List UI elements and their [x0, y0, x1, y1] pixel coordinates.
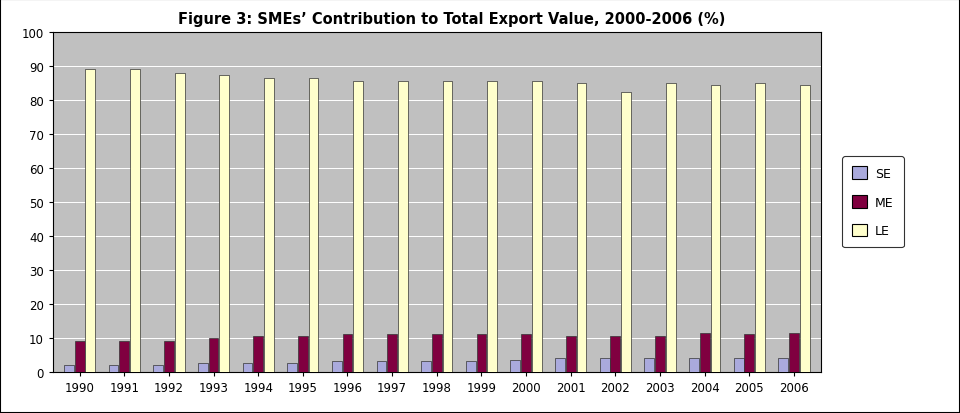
Bar	[198, 363, 207, 372]
Bar	[108, 365, 118, 372]
Bar	[130, 70, 140, 372]
Bar	[621, 93, 631, 372]
Bar	[511, 360, 520, 372]
Text: Figure 3: SMEs’ Contribution to Total Export Value, 2000-2006 (%): Figure 3: SMEs’ Contribution to Total Ex…	[178, 12, 725, 27]
Bar	[432, 335, 442, 372]
Bar	[64, 365, 74, 372]
Bar	[756, 84, 765, 372]
Bar	[555, 358, 564, 372]
Bar	[800, 85, 809, 372]
Bar	[789, 333, 799, 372]
Bar	[243, 363, 252, 372]
Bar	[655, 336, 665, 372]
Bar	[398, 82, 408, 372]
Bar	[309, 79, 319, 372]
Bar	[666, 84, 676, 372]
Bar	[353, 82, 363, 372]
Bar	[253, 336, 263, 372]
Bar	[488, 82, 497, 372]
Bar	[744, 335, 755, 372]
Bar	[466, 361, 475, 372]
Bar	[264, 79, 274, 372]
Bar	[287, 363, 297, 372]
Bar	[387, 335, 397, 372]
Bar	[733, 358, 744, 372]
Bar	[644, 358, 655, 372]
Bar	[521, 335, 531, 372]
Bar	[443, 82, 452, 372]
Bar	[689, 358, 699, 372]
Legend: SE, ME, LE: SE, ME, LE	[843, 157, 903, 248]
Bar	[565, 336, 576, 372]
Bar	[779, 358, 788, 372]
Bar	[476, 335, 487, 372]
Bar	[343, 335, 352, 372]
Bar	[154, 365, 163, 372]
Bar	[164, 341, 174, 372]
Bar	[85, 70, 95, 372]
Bar	[119, 341, 130, 372]
Bar	[600, 358, 610, 372]
Bar	[332, 361, 342, 372]
Bar	[700, 333, 709, 372]
Bar	[577, 84, 587, 372]
Bar	[532, 82, 541, 372]
Bar	[219, 75, 229, 372]
Bar	[298, 336, 308, 372]
Bar	[611, 336, 620, 372]
Bar	[75, 341, 84, 372]
Bar	[175, 74, 184, 372]
Bar	[421, 361, 431, 372]
Bar	[208, 338, 219, 372]
Bar	[376, 361, 386, 372]
Bar	[710, 85, 720, 372]
